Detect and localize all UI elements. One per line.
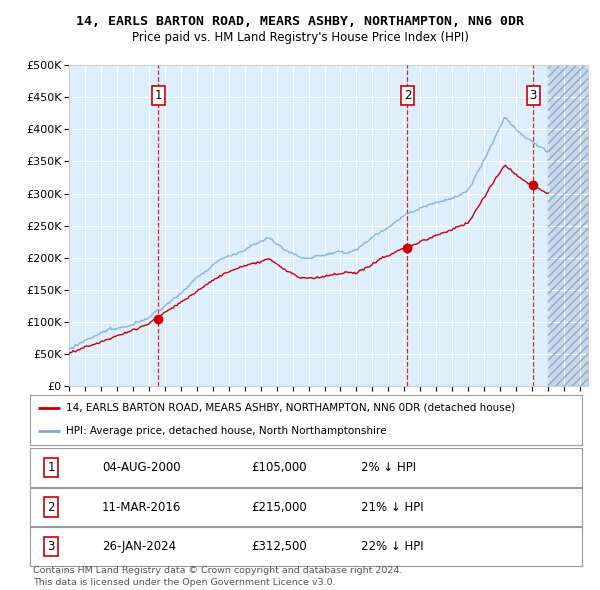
Text: Price paid vs. HM Land Registry's House Price Index (HPI): Price paid vs. HM Land Registry's House … — [131, 31, 469, 44]
Text: Contains HM Land Registry data © Crown copyright and database right 2024.
This d: Contains HM Land Registry data © Crown c… — [33, 566, 403, 587]
Text: 2: 2 — [47, 500, 55, 514]
Text: 2% ↓ HPI: 2% ↓ HPI — [361, 461, 416, 474]
Text: 26-JAN-2024: 26-JAN-2024 — [102, 540, 176, 553]
Text: 3: 3 — [47, 540, 55, 553]
Text: 14, EARLS BARTON ROAD, MEARS ASHBY, NORTHAMPTON, NN6 0DR (detached house): 14, EARLS BARTON ROAD, MEARS ASHBY, NORT… — [66, 403, 515, 413]
Text: £215,000: £215,000 — [251, 500, 307, 514]
Text: 2: 2 — [404, 89, 411, 102]
Text: £105,000: £105,000 — [251, 461, 307, 474]
Text: 3: 3 — [530, 89, 537, 102]
Bar — [548, 65, 596, 386]
Text: 22% ↓ HPI: 22% ↓ HPI — [361, 540, 424, 553]
Text: 1: 1 — [47, 461, 55, 474]
Text: 14, EARLS BARTON ROAD, MEARS ASHBY, NORTHAMPTON, NN6 0DR: 14, EARLS BARTON ROAD, MEARS ASHBY, NORT… — [76, 15, 524, 28]
Text: 11-MAR-2016: 11-MAR-2016 — [102, 500, 181, 514]
Text: 1: 1 — [155, 89, 162, 102]
Text: 04-AUG-2000: 04-AUG-2000 — [102, 461, 181, 474]
Bar — [548, 65, 596, 386]
Text: HPI: Average price, detached house, North Northamptonshire: HPI: Average price, detached house, Nort… — [66, 427, 386, 437]
Text: 21% ↓ HPI: 21% ↓ HPI — [361, 500, 424, 514]
Text: £312,500: £312,500 — [251, 540, 307, 553]
